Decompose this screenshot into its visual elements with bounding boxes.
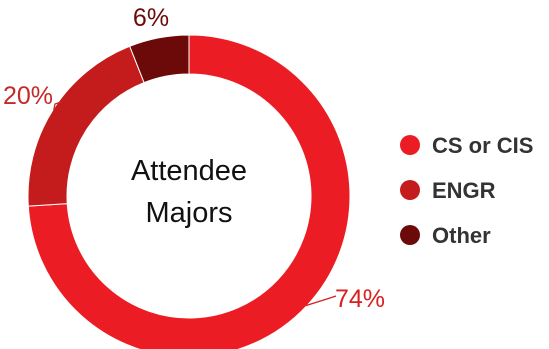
label-leader-lines (53, 101, 337, 307)
legend-swatch-other (400, 225, 420, 245)
legend-swatch-engr (400, 180, 420, 200)
leader-line-cs-or-cis (305, 295, 337, 307)
value-label-cs-or-cis: 74% (335, 285, 385, 313)
legend-label-cs-or-cis: CS or CIS (432, 133, 533, 158)
value-labels: 74% 20% 6% (3, 4, 385, 313)
legend-swatch-cs-or-cis (400, 135, 420, 155)
legend-label-other: Other (432, 223, 491, 248)
legend: CS or CIS ENGR Other (400, 133, 533, 248)
slice-cs-or-cis (27, 34, 351, 349)
leader-line-engr (53, 101, 62, 111)
value-label-engr: 20% (3, 82, 53, 110)
legend-label-engr: ENGR (432, 178, 496, 203)
slice-other (129, 34, 190, 84)
slice-engr (27, 45, 145, 207)
donut-slices (27, 34, 351, 349)
chart-title-line-1: Attendee (131, 155, 247, 187)
chart-title-line-2: Majors (145, 197, 232, 229)
value-label-other: 6% (133, 4, 169, 32)
